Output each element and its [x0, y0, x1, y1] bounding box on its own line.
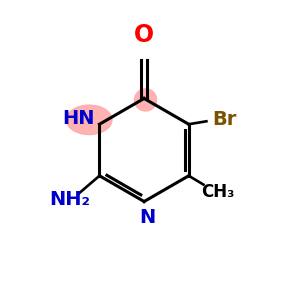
Text: N: N: [139, 208, 155, 227]
Text: CH₃: CH₃: [202, 183, 235, 201]
Text: HN: HN: [63, 110, 95, 128]
Ellipse shape: [134, 89, 157, 111]
Text: NH₂: NH₂: [50, 190, 91, 209]
Ellipse shape: [66, 105, 112, 134]
Text: Br: Br: [212, 110, 236, 129]
Text: O: O: [134, 23, 154, 47]
